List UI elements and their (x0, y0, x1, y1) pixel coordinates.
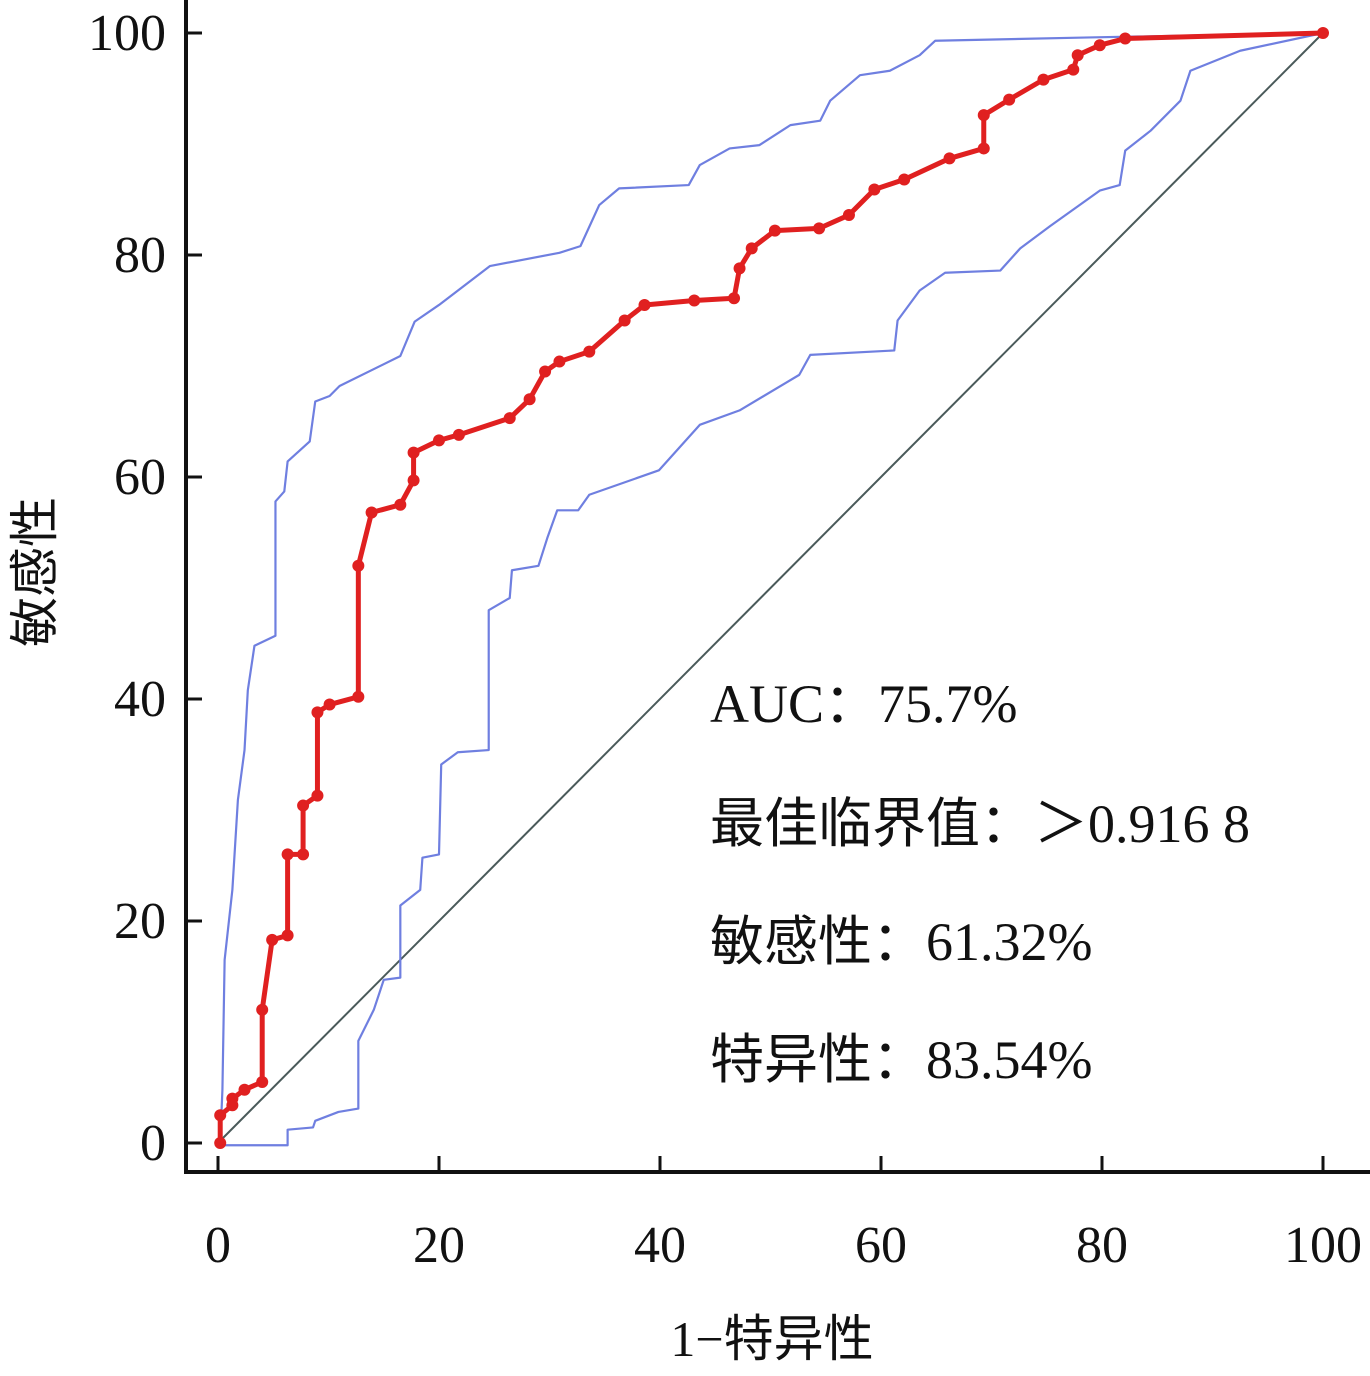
roc-point (745, 242, 758, 255)
annotation-cutoff: 最佳临界值：＞0.916 8 (710, 794, 1250, 854)
roc-point (523, 393, 536, 406)
roc-point (297, 848, 310, 861)
roc-point (311, 706, 324, 719)
roc-point (365, 506, 378, 519)
roc-point (898, 173, 911, 186)
roc-point (226, 1092, 239, 1105)
roc-point (352, 690, 365, 703)
roc-point (352, 559, 365, 572)
annotation-specificity: 特异性：83.54% (710, 1030, 1092, 1090)
roc-point (1119, 32, 1132, 45)
roc-point (214, 1137, 227, 1149)
roc-point (407, 474, 420, 487)
roc-point (1037, 73, 1050, 86)
y-tick-label: 80 (114, 227, 166, 284)
roc-point (733, 262, 746, 275)
roc-point (238, 1083, 251, 1096)
roc-point (1071, 49, 1084, 62)
x-tick-label: 40 (634, 1217, 686, 1274)
upper-95-ci-line (219, 31, 1324, 1144)
x-tick-label: 0 (205, 1217, 231, 1274)
roc-point (842, 209, 855, 222)
roc-point (1067, 63, 1080, 76)
x-tick-label: 60 (855, 1217, 907, 1274)
roc-point (281, 848, 294, 861)
y-tick-label: 0 (140, 1115, 166, 1172)
roc-point (868, 183, 881, 196)
roc-point (943, 152, 956, 165)
y-tick-label: 60 (114, 449, 166, 506)
annotation-auc: AUC：75.7% (710, 674, 1018, 734)
y-axis-label: 敏感性 (7, 497, 63, 647)
roc-point (583, 345, 596, 358)
roc-point (539, 365, 552, 378)
lower-95-ci-line (220, 31, 1324, 1147)
roc-point (1317, 27, 1329, 39)
roc-point (1093, 39, 1106, 52)
roc-point (214, 1109, 227, 1122)
x-tick-label: 100 (1284, 1217, 1362, 1274)
y-tick-label: 100 (88, 5, 166, 62)
reference-line (217, 32, 1324, 1144)
roc-point (256, 1003, 269, 1016)
y-tick-label: 40 (114, 671, 166, 728)
axes (184, 0, 1370, 1174)
annotation-sensitivity: 敏感性：61.32% (710, 912, 1092, 972)
roc-point (394, 498, 407, 511)
y-tick-label: 20 (114, 893, 166, 950)
roc-point (768, 224, 781, 237)
roc-point (977, 109, 990, 122)
roc-point (452, 428, 465, 441)
x-tick-label: 20 (413, 1217, 465, 1274)
roc-point (813, 222, 826, 235)
roc-point (297, 799, 310, 812)
roc-point (728, 292, 741, 305)
x-axis-label: 1−特异性 (670, 1311, 873, 1367)
roc-point (433, 434, 445, 447)
roc-point (256, 1075, 269, 1088)
roc-point (688, 294, 701, 307)
roc-point (618, 314, 631, 327)
roc-point (503, 412, 516, 425)
roc-point (1003, 93, 1016, 106)
roc-point (266, 933, 279, 946)
roc-point (407, 446, 420, 459)
roc-point (323, 698, 336, 711)
roc-point (281, 929, 294, 942)
roc-point (977, 142, 990, 155)
roc-point (638, 298, 651, 311)
x-tick-label: 80 (1076, 1217, 1128, 1274)
roc-point (553, 355, 566, 368)
roc-point (311, 789, 324, 802)
